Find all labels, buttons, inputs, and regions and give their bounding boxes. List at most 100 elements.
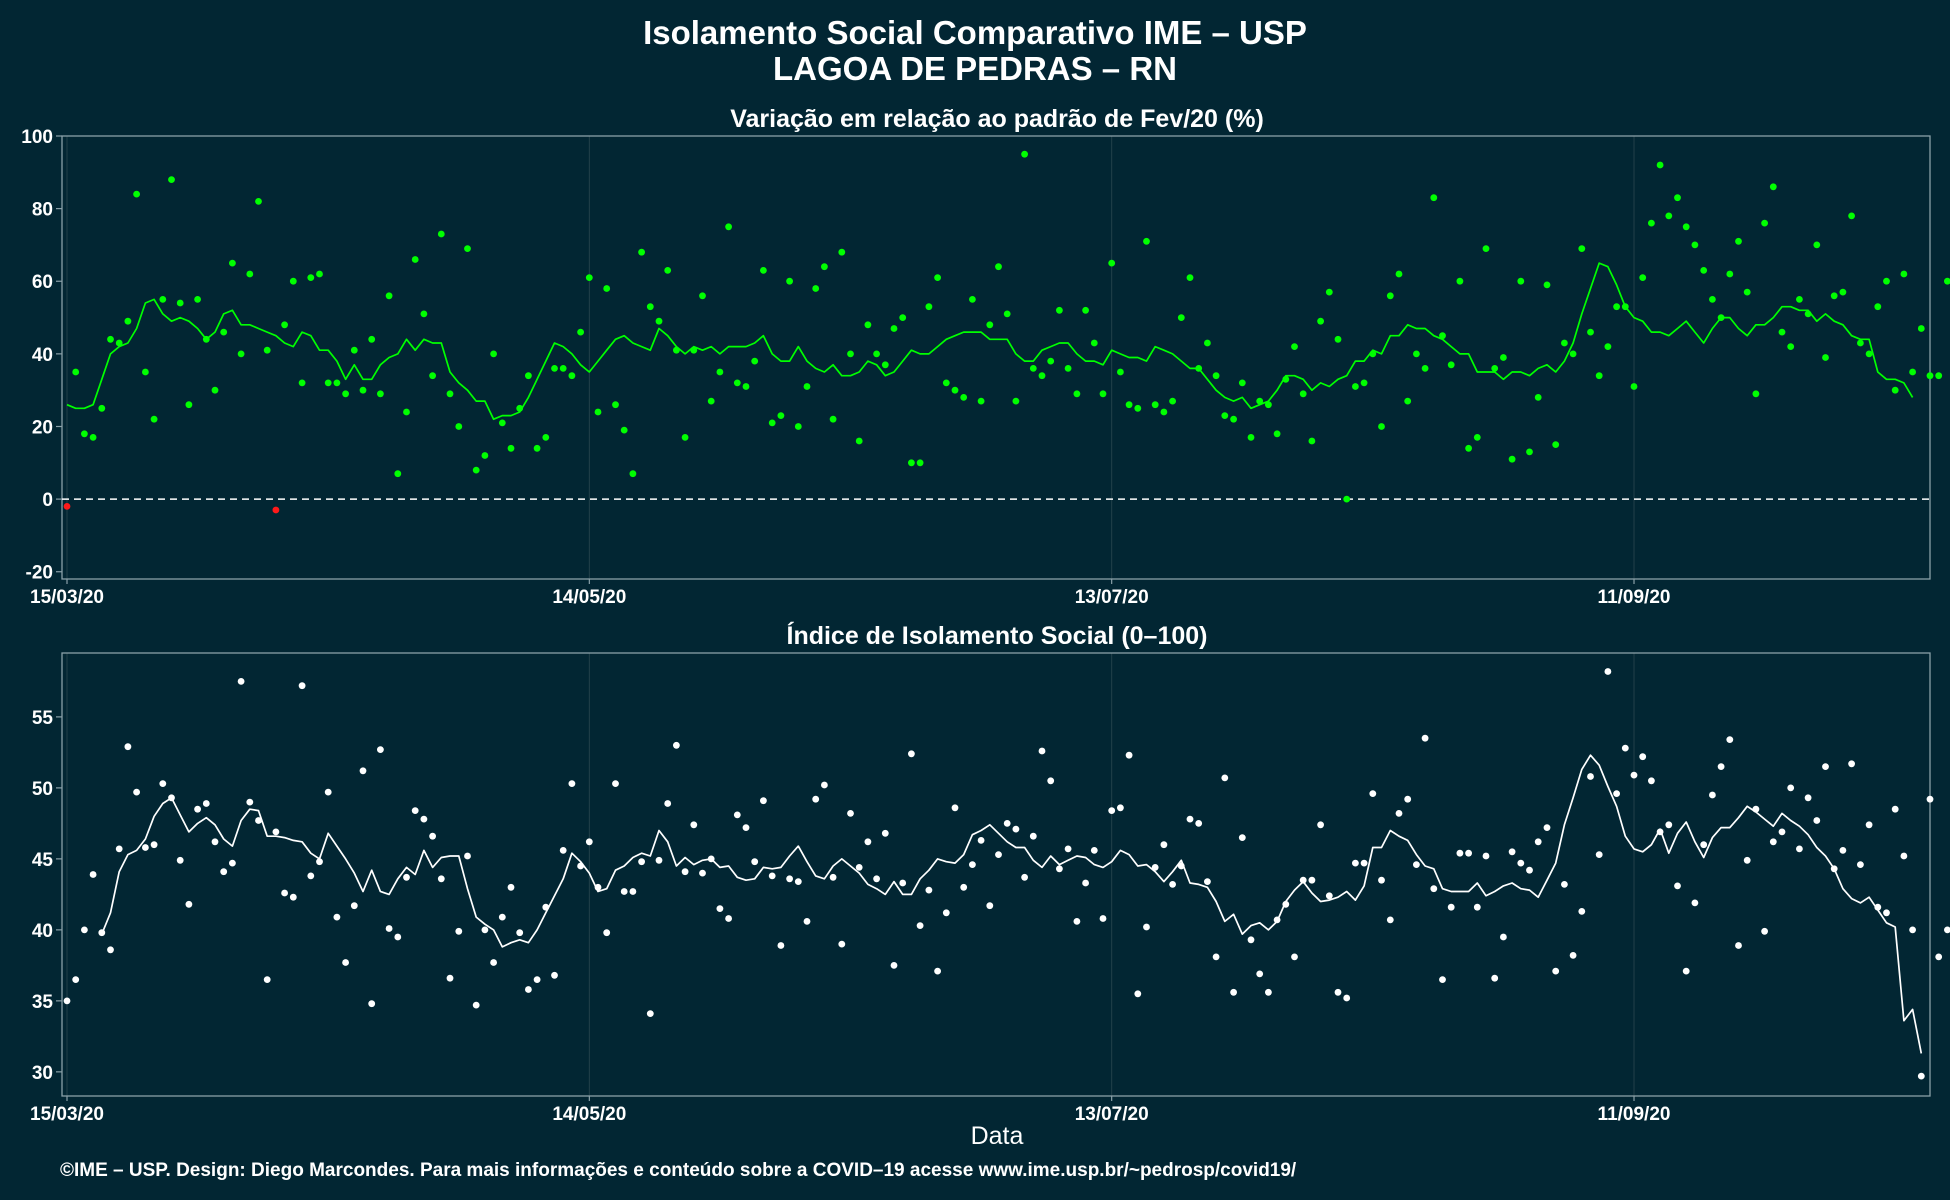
index-point — [342, 959, 349, 966]
variation-point — [1682, 223, 1690, 231]
isolation-index-panel: 30 35 40 45 50 55 15/03/20 14/05/20 13/07/20 11/0… — [30, 652, 1950, 1125]
index-point — [646, 1010, 654, 1017]
variation-point — [1857, 339, 1864, 347]
variation-point — [1413, 350, 1420, 358]
variation-point — [185, 401, 193, 409]
variation-point — [272, 506, 280, 514]
variation-point — [855, 437, 863, 445]
variation-point — [1595, 372, 1603, 380]
variation-y-tick-label: 20 — [32, 417, 53, 438]
index-point — [107, 946, 114, 954]
index-point — [838, 940, 846, 948]
index-point — [1656, 828, 1664, 836]
variation-point — [472, 466, 480, 474]
variation-point — [1482, 245, 1490, 253]
index-point — [1769, 838, 1777, 846]
index-point — [142, 844, 149, 851]
index-point — [176, 856, 184, 864]
variation-point — [1082, 306, 1089, 314]
index-point — [1047, 777, 1055, 785]
variation-point — [1735, 237, 1742, 245]
index-panel-border — [61, 652, 1931, 1097]
variation-point — [1221, 412, 1229, 419]
variation-point — [211, 386, 219, 394]
index-point — [1177, 862, 1185, 870]
variation-point — [89, 434, 97, 441]
variation-point — [707, 397, 715, 405]
variation-point — [1456, 277, 1464, 285]
index-point — [446, 974, 454, 982]
index-point — [899, 879, 907, 887]
index-point — [1195, 820, 1203, 827]
index-point — [934, 967, 941, 975]
index-point — [81, 926, 88, 934]
index-point — [1595, 851, 1603, 858]
index-point — [1491, 974, 1499, 982]
index-point — [960, 883, 968, 891]
index-point — [707, 855, 715, 863]
variation-moving-average-line — [66, 262, 1914, 421]
index-point — [1230, 988, 1237, 996]
variation-point — [1944, 277, 1950, 285]
variation-point — [1177, 314, 1185, 321]
index-point — [1082, 879, 1089, 887]
variation-point — [1291, 343, 1298, 350]
variation-point — [733, 379, 741, 387]
variation-point — [908, 459, 915, 467]
index-point — [1360, 859, 1368, 867]
index-point — [1909, 926, 1916, 934]
index-y-tick-label: 30 — [32, 1063, 53, 1084]
index-y-tick-label: 55 — [32, 708, 54, 729]
variation-point — [81, 430, 88, 438]
index-point — [350, 902, 358, 910]
index-point — [1221, 774, 1229, 782]
variation-point — [342, 390, 349, 398]
index-point — [89, 871, 97, 878]
variation-point — [1143, 237, 1150, 245]
index-point — [786, 875, 793, 883]
index-point — [394, 933, 402, 941]
index-point — [1395, 810, 1403, 817]
variation-point — [1508, 455, 1516, 463]
main-title: Isolamento Social Comparativo IME – USP — [643, 14, 1307, 51]
index-point — [794, 878, 802, 885]
index-point — [490, 959, 497, 966]
index-point — [324, 788, 332, 796]
variation-point — [324, 379, 332, 387]
index-point — [1917, 1072, 1925, 1080]
variation-point — [890, 325, 898, 332]
variation-point — [777, 412, 785, 419]
index-point — [1204, 878, 1211, 885]
index-point — [699, 869, 706, 877]
variation-point — [1047, 357, 1055, 365]
variation-point — [377, 390, 384, 398]
index-point — [115, 845, 123, 853]
index-point — [925, 886, 933, 894]
index-point — [1378, 876, 1385, 884]
variation-point — [1195, 365, 1203, 372]
variation-point — [1343, 495, 1351, 503]
index-point — [777, 942, 785, 949]
index-point — [1430, 885, 1438, 893]
variation-point — [1430, 194, 1438, 202]
index-point — [429, 832, 436, 840]
variation-point — [1421, 365, 1429, 372]
variation-point — [1717, 314, 1725, 321]
index-point — [1830, 865, 1838, 873]
index-point — [829, 873, 837, 881]
variation-point — [1404, 397, 1412, 405]
variation-point — [1125, 401, 1133, 409]
variation-point — [229, 259, 236, 267]
variation-point — [559, 365, 567, 372]
index-x-tick-label: 13/07/20 — [1075, 1104, 1149, 1125]
variation-x-tick-label: 15/03/20 — [30, 587, 104, 608]
variation-point — [977, 397, 985, 405]
variation-point — [699, 292, 706, 300]
variation-point — [821, 263, 828, 271]
index-point — [760, 797, 767, 805]
index-point — [281, 889, 288, 897]
index-point — [1604, 668, 1612, 675]
variation-point — [159, 296, 167, 303]
variation-point — [1839, 288, 1847, 296]
